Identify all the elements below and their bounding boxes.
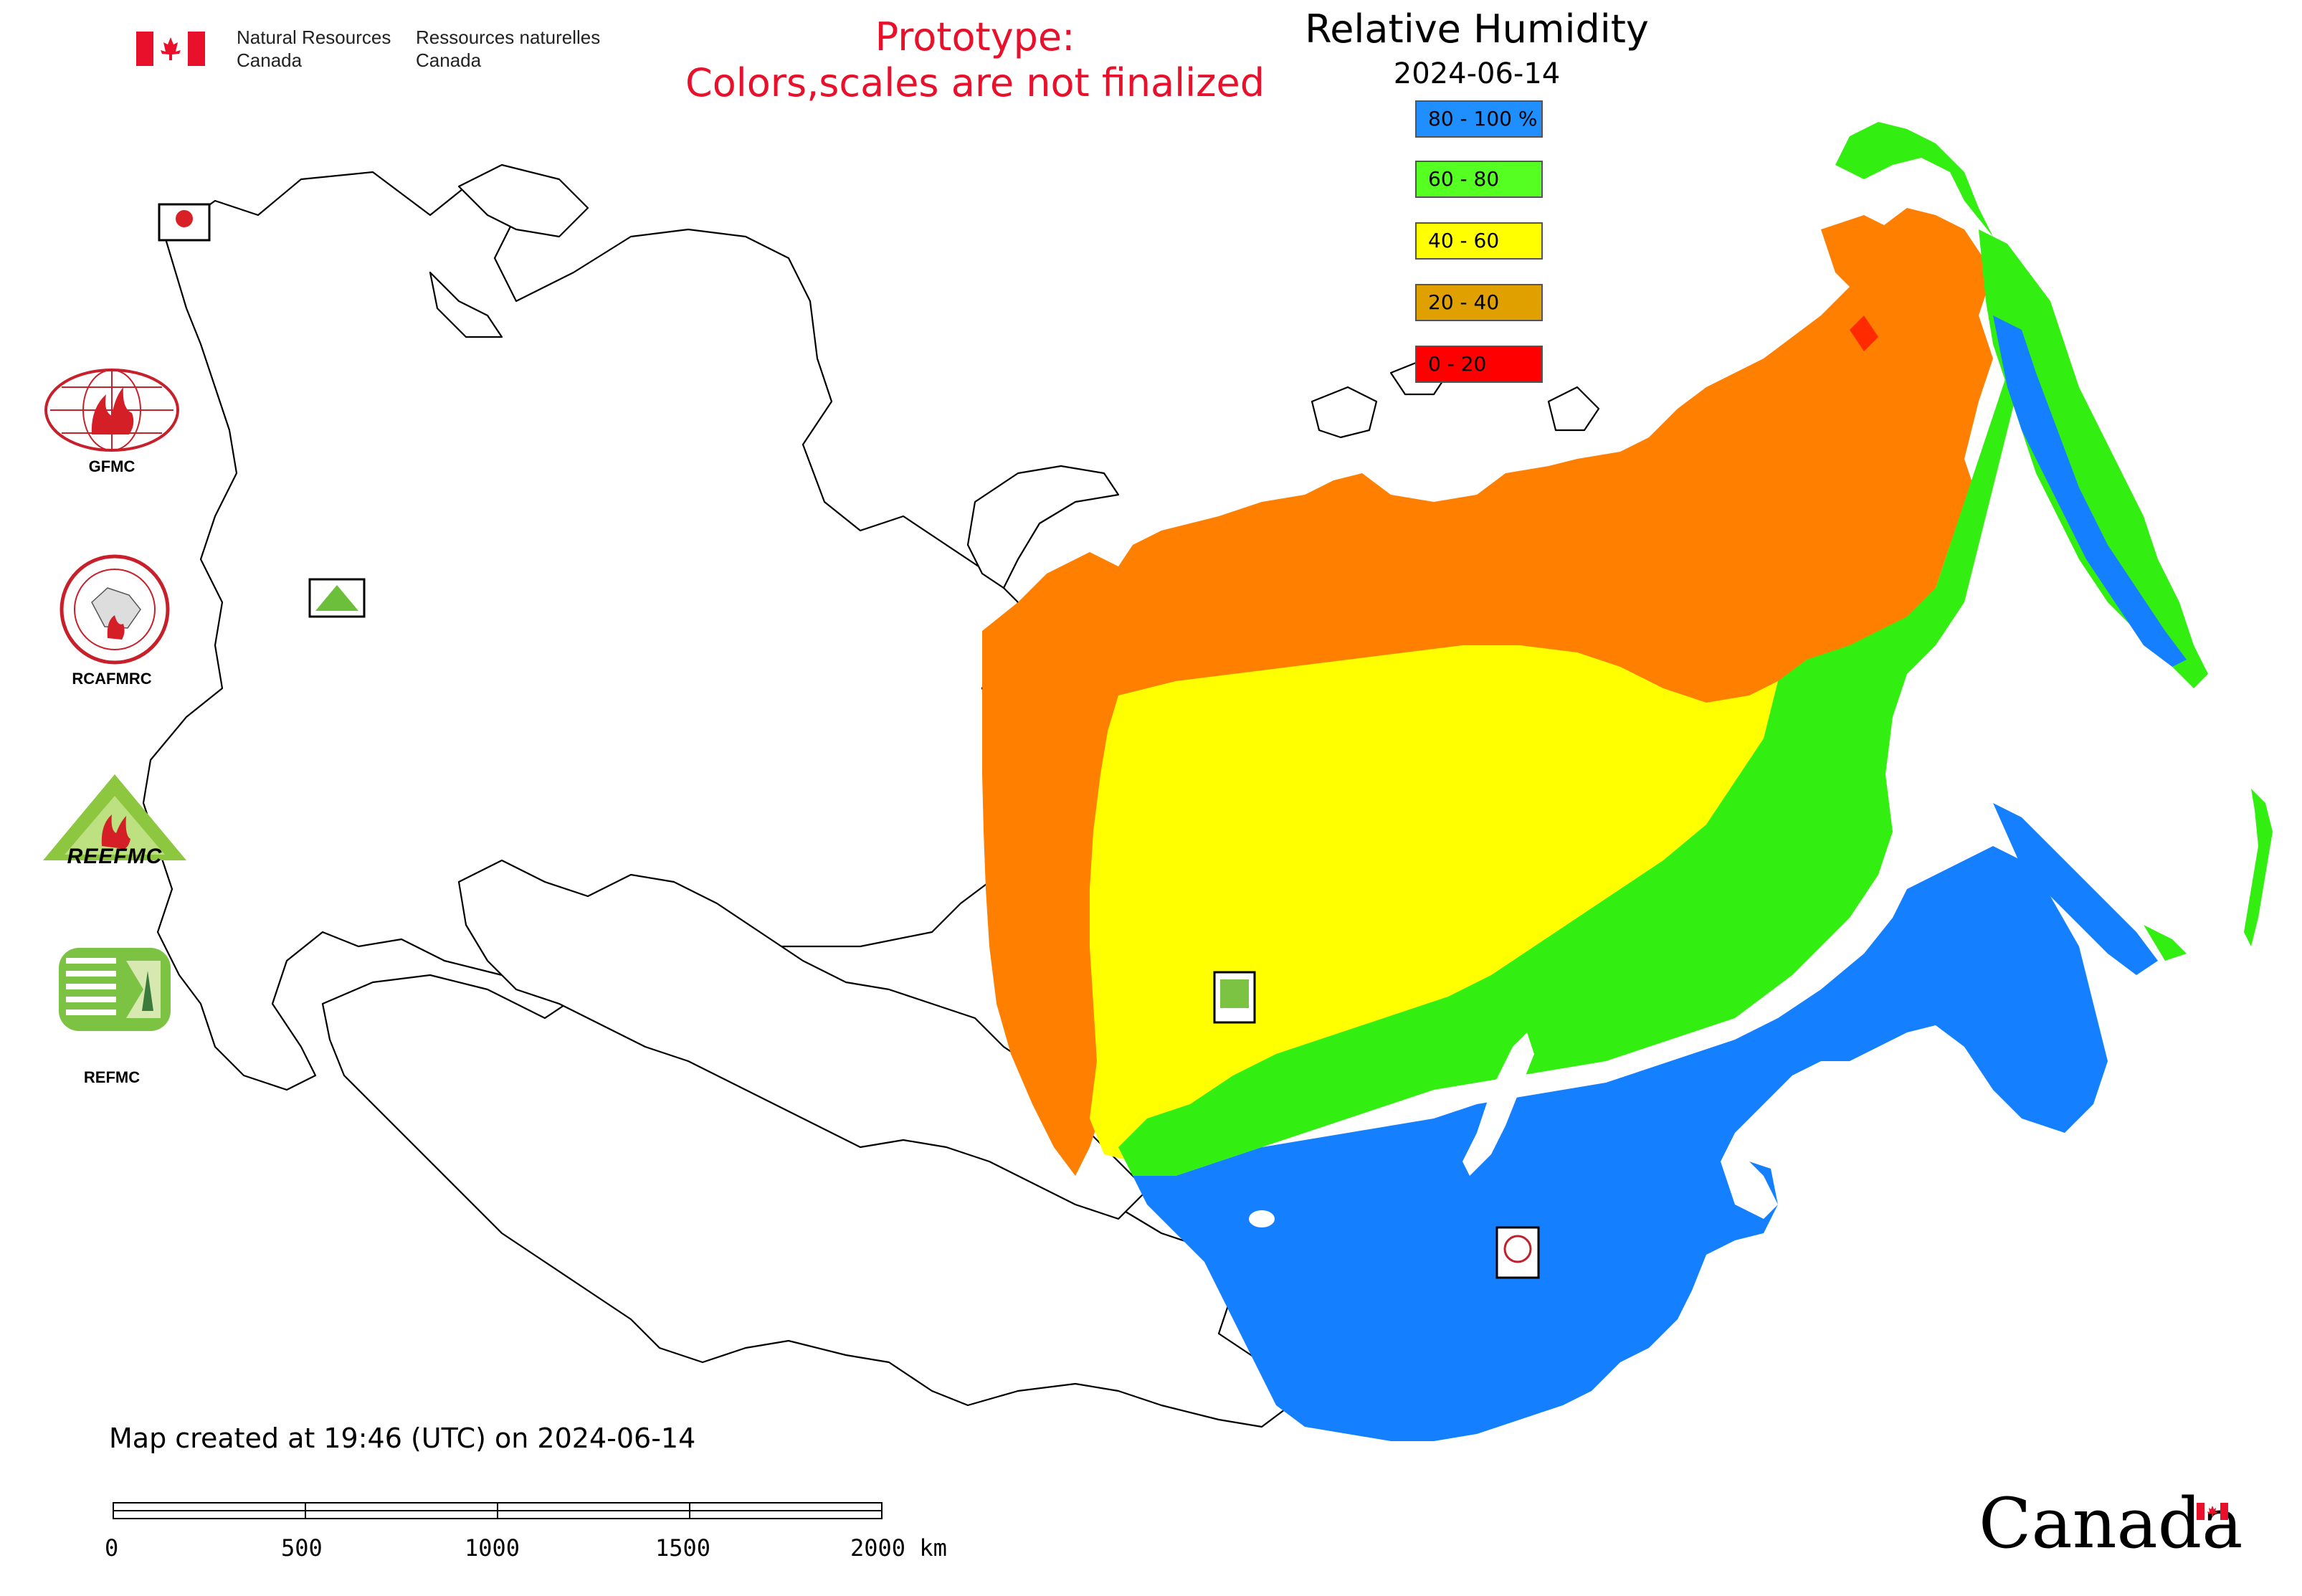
map-markers bbox=[158, 203, 1540, 1279]
prototype-notice-line1: Prototype: bbox=[875, 14, 1075, 60]
scale-label-500: 500 bbox=[281, 1534, 323, 1562]
department-name-fr-line1: Ressources naturelles bbox=[416, 27, 601, 48]
gfmc-caption: GFMC bbox=[88, 457, 135, 475]
legend-item-60-80: 60 - 80 bbox=[1415, 161, 1543, 198]
lake-baikal bbox=[1462, 1032, 1534, 1176]
severnaya-zemlya-outline bbox=[1311, 386, 1378, 439]
department-name-en: Natural Resources Canada bbox=[237, 26, 391, 72]
legend-item-20-40: 20 - 40 bbox=[1415, 284, 1543, 321]
legend-item-0-20: 0 - 20 bbox=[1415, 346, 1543, 383]
country-outlines bbox=[142, 163, 1600, 1428]
yamal-dry bbox=[1075, 559, 1126, 688]
kola-outline bbox=[457, 163, 589, 238]
department-name-en-line2: Canada bbox=[237, 49, 303, 71]
svalbard-outline bbox=[1547, 386, 1600, 432]
legend-item-80-100: 80 - 100 % bbox=[1415, 100, 1543, 138]
marker-rcafmrc bbox=[1495, 1226, 1540, 1279]
map-created-note: Map created at 19:46 (UTC) on 2024-06-14 bbox=[109, 1422, 696, 1454]
prototype-notice-line2: Colors,scales are not finalized bbox=[685, 60, 1265, 105]
reefmc-wordmark: REEFMC bbox=[67, 845, 163, 868]
rcafmrc-logo bbox=[60, 554, 170, 665]
europe-outline bbox=[142, 171, 1041, 1091]
novaya-zemlya-outline bbox=[966, 465, 1120, 589]
scale-bar bbox=[113, 1502, 883, 1519]
scale-label-2000: 2000 km bbox=[850, 1534, 947, 1562]
refmc-logo bbox=[59, 948, 171, 1031]
refmc-caption: REFMC bbox=[83, 1068, 141, 1086]
humidity-wet-region bbox=[1118, 122, 2022, 1176]
prototype-notice: Prototype: Colors,scales are not finaliz… bbox=[631, 14, 1319, 106]
canada-flag-icon bbox=[136, 32, 205, 66]
sakhalin-coast bbox=[2144, 925, 2187, 961]
taymyr-dry bbox=[1276, 488, 1391, 552]
sea-inlet bbox=[429, 271, 503, 338]
scale-label-1000: 1000 bbox=[465, 1534, 520, 1562]
map-date: 2024-06-14 bbox=[1393, 57, 1561, 90]
kazakh-outline bbox=[457, 859, 1148, 1220]
gfmc-logo bbox=[44, 369, 179, 452]
marker-refmc bbox=[1213, 971, 1256, 1024]
kamchatka-humid bbox=[1993, 315, 2187, 667]
map-title: Relative Humidity bbox=[1305, 6, 1649, 52]
department-name-fr-line2: Canada bbox=[416, 49, 482, 71]
kuril-islands bbox=[2244, 789, 2273, 946]
department-name-fr: Ressources naturelles Canada bbox=[416, 26, 600, 72]
humidity-dry-region bbox=[982, 208, 1993, 1176]
rcafmrc-caption: RCAFMRC bbox=[72, 670, 152, 688]
reefmc-logo bbox=[43, 774, 186, 860]
kamchatka-region bbox=[1979, 229, 2208, 688]
chukotka-red bbox=[1850, 315, 1878, 351]
sakhalin-region bbox=[1993, 803, 2158, 975]
marker-gfmc bbox=[158, 203, 211, 242]
chukotka-dry bbox=[1821, 215, 1936, 315]
scale-label-1500: 1500 bbox=[655, 1534, 711, 1562]
department-name-en-line1: Natural Resources bbox=[237, 27, 391, 48]
canada-wordmark: Canada bbox=[1979, 1483, 2243, 1564]
scale-label-0: 0 bbox=[105, 1534, 119, 1562]
canada-wordmark-flag-icon bbox=[2197, 1503, 2228, 1520]
humidity-mid-region bbox=[1090, 645, 1792, 1162]
humidity-humid-region bbox=[1133, 846, 2108, 1441]
legend-item-40-60: 40 - 60 bbox=[1415, 222, 1543, 260]
marker-reefmc bbox=[308, 578, 366, 618]
humidity-field bbox=[982, 122, 2273, 1441]
lake-spot bbox=[1249, 1210, 1275, 1227]
